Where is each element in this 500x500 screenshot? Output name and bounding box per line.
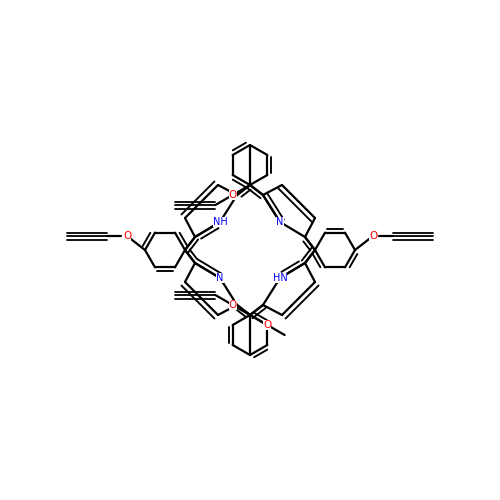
Text: N: N: [276, 217, 283, 227]
Text: N: N: [216, 273, 224, 283]
Text: O: O: [228, 190, 237, 200]
Text: NH: NH: [212, 217, 228, 227]
Text: O: O: [228, 300, 237, 310]
Text: O: O: [369, 231, 377, 241]
Text: O: O: [123, 231, 131, 241]
Text: O: O: [263, 320, 272, 330]
Text: HN: HN: [272, 273, 287, 283]
